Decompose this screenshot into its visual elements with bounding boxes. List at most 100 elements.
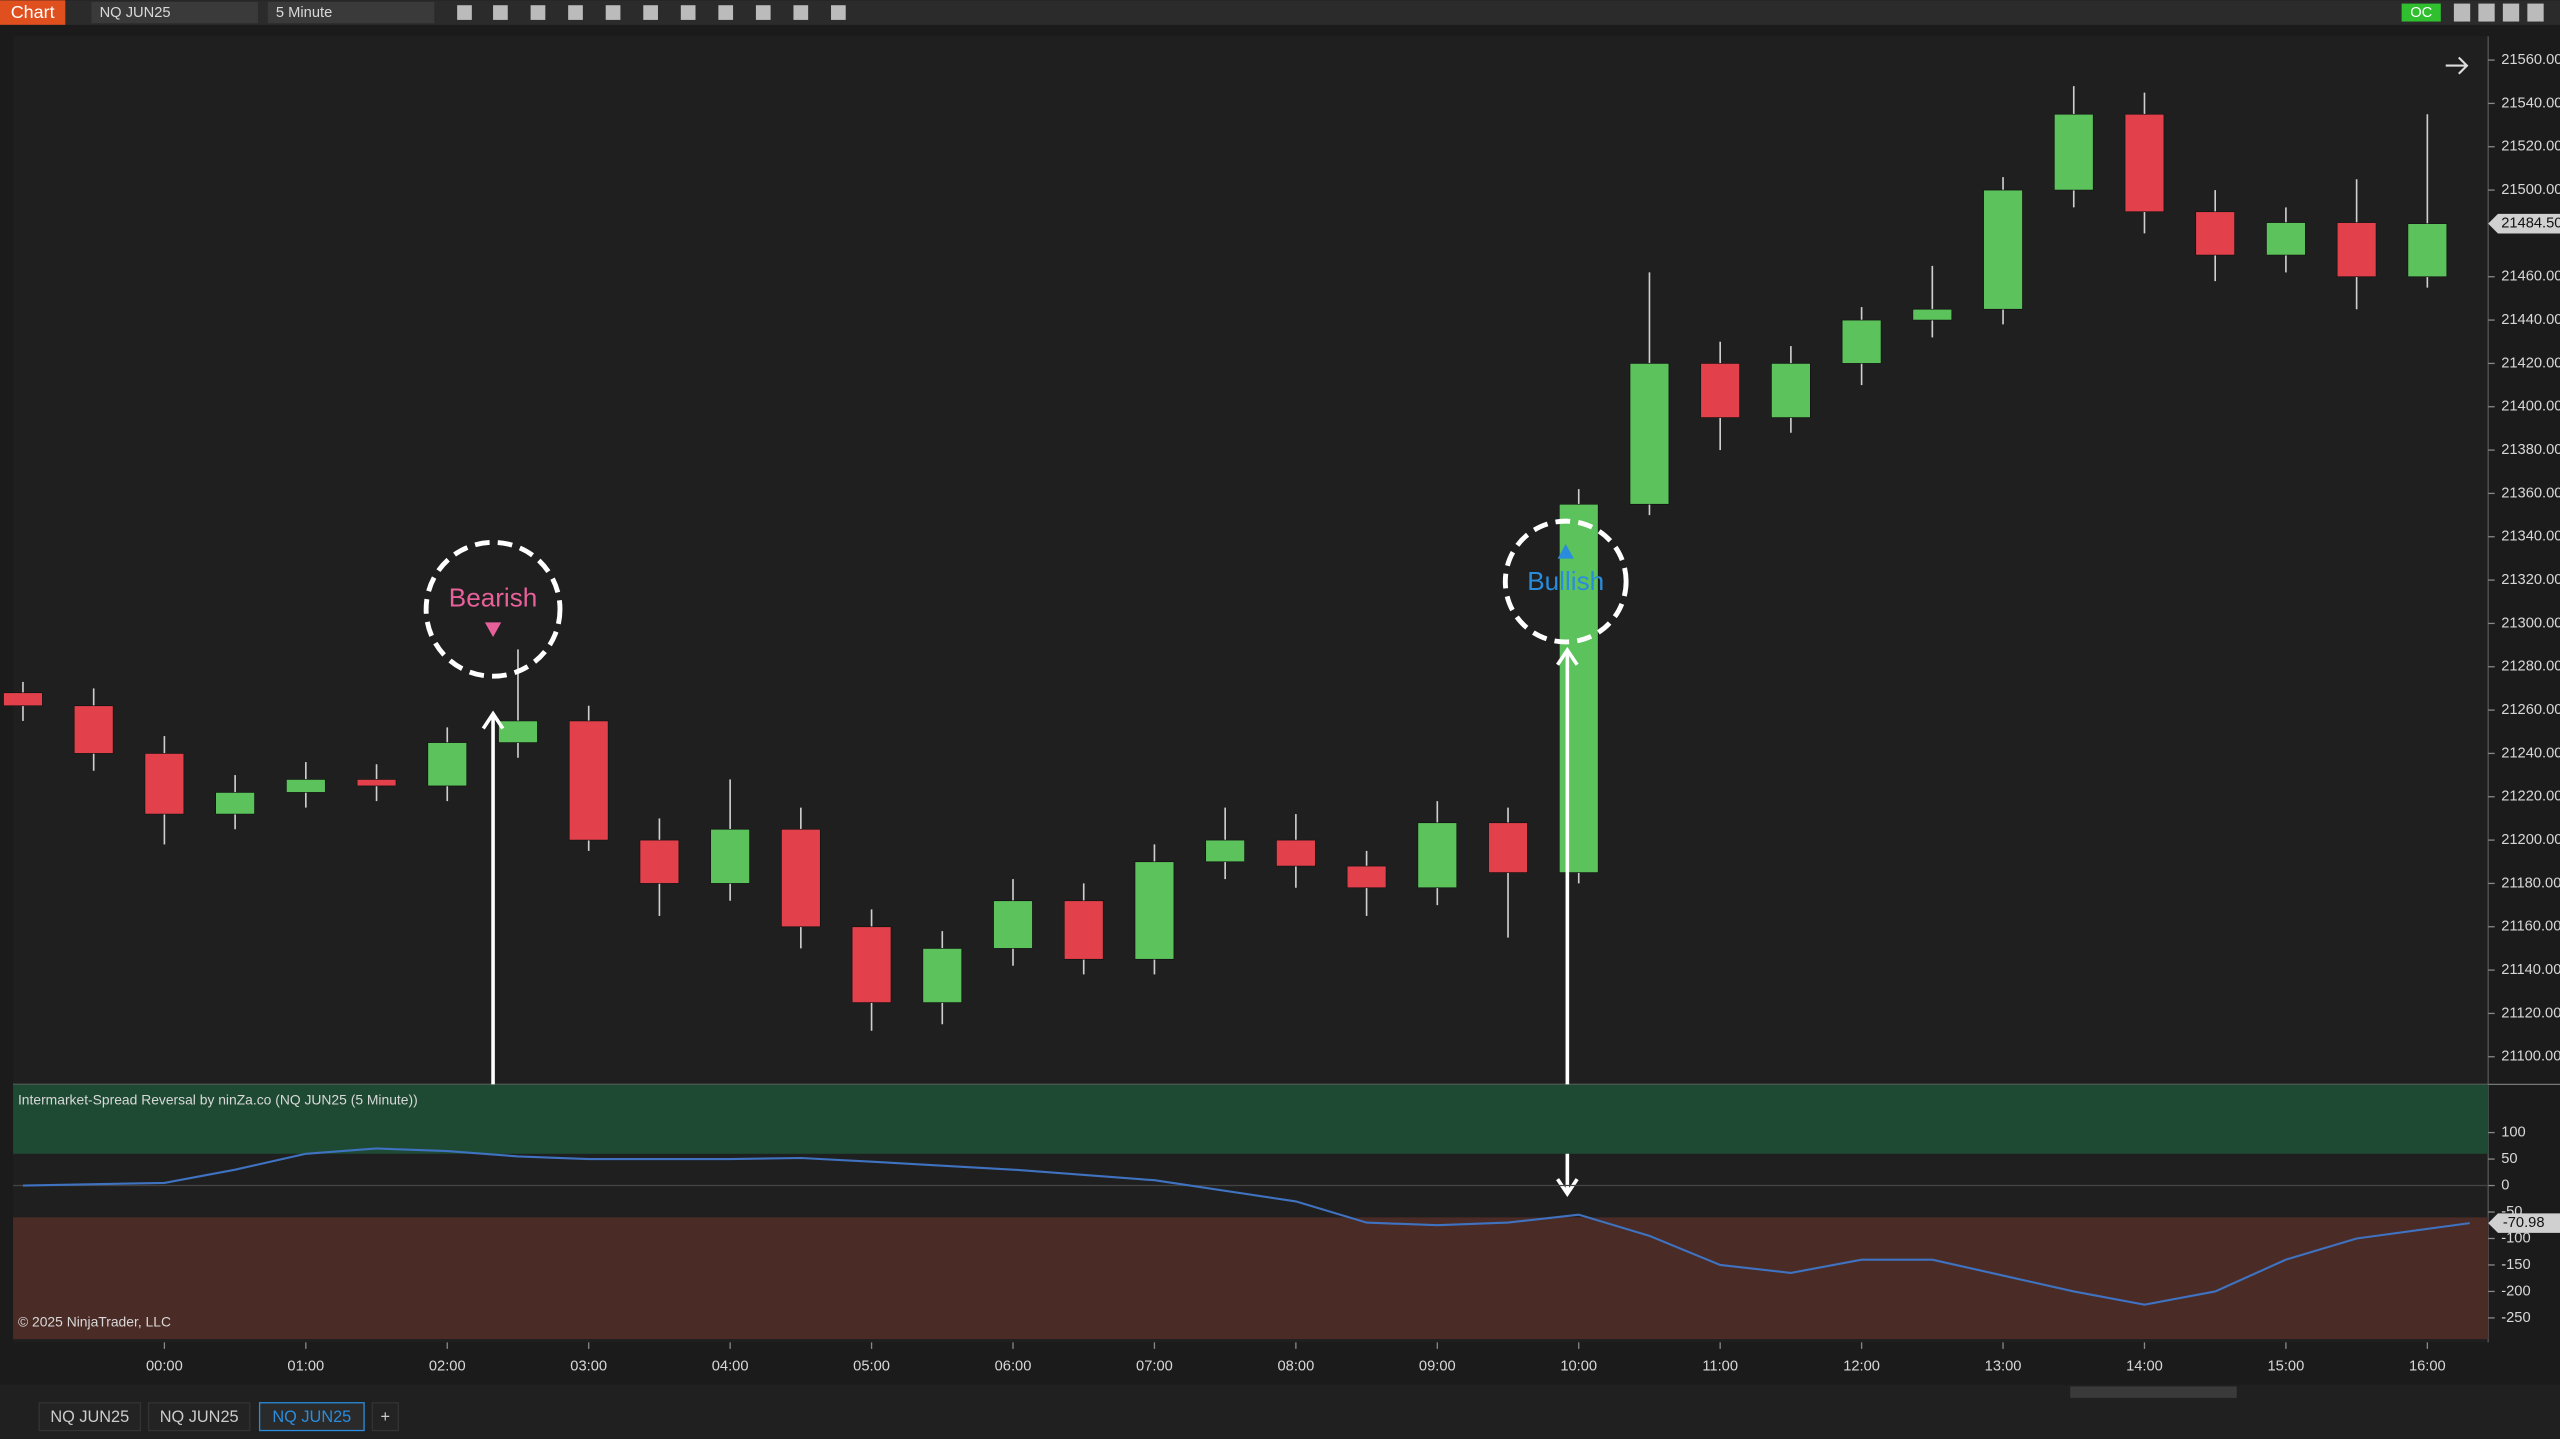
signal-label: Bearish [449, 582, 538, 612]
y-tick-label: -250 [2501, 1310, 2530, 1326]
x-tick-label: 01:00 [287, 1359, 324, 1375]
candle-body [2195, 211, 2235, 256]
candle-body [851, 926, 892, 1003]
x-tick-label: 14:00 [2126, 1359, 2163, 1375]
window-button[interactable] [2502, 3, 2520, 22]
x-tick-label: 15:00 [2268, 1359, 2305, 1375]
candle-body [710, 828, 750, 884]
window-button[interactable] [2478, 3, 2495, 22]
candle-body [73, 705, 114, 754]
x-tick-label: 13:00 [1985, 1359, 2022, 1375]
candle-body [781, 828, 821, 928]
x-tick-label: 04:00 [712, 1359, 749, 1375]
y-tick-label: 50 [2501, 1151, 2517, 1167]
x-tick-label: 09:00 [1419, 1359, 1456, 1375]
signal-marker [1557, 543, 1574, 559]
candle-body [2336, 222, 2377, 278]
candle-body [356, 779, 397, 787]
candle-body [3, 692, 43, 707]
tab-label: + [381, 1408, 391, 1426]
threshold-zone [13, 1217, 2489, 1340]
candle-body [993, 900, 1033, 949]
y-tick-label: 21340.00 [2501, 529, 2560, 545]
threshold-zone [13, 1084, 2489, 1154]
candle-body [1134, 861, 1175, 960]
tab[interactable] [371, 1402, 400, 1432]
app-label: Chart [11, 2, 55, 22]
candle-body [1841, 319, 1882, 364]
x-tick-label: 05:00 [853, 1359, 890, 1375]
tab[interactable] [258, 1402, 365, 1432]
y-tick-label: 21200.00 [2501, 832, 2560, 848]
candle-body [639, 839, 680, 884]
status-label: OC [2410, 5, 2432, 21]
tab[interactable] [147, 1402, 251, 1432]
candle-body [1063, 900, 1104, 960]
indicator-line [22, 1147, 2470, 1306]
candle-body [1346, 865, 1387, 889]
y-tick-label: 21500.00 [2501, 182, 2560, 198]
candle-body [1629, 363, 1670, 505]
y-tick-label: 100 [2501, 1124, 2526, 1140]
y-tick-label: -200 [2501, 1283, 2530, 1299]
y-tick-label: 21100.00 [2501, 1049, 2560, 1065]
toolbar-icons[interactable] [457, 5, 846, 20]
y-tick-label: -150 [2501, 1257, 2530, 1273]
candle-body [215, 792, 255, 815]
y-tick-label: 21120.00 [2501, 1005, 2560, 1021]
candle-body [498, 720, 538, 743]
tab-label: NQ JUN25 [160, 1408, 239, 1426]
x-tick-label: 07:00 [1136, 1359, 1173, 1375]
candle-body [1700, 363, 1740, 418]
scrollbar[interactable] [2070, 1386, 2237, 1398]
tab-label: NQ JUN25 [272, 1408, 351, 1426]
y-tick-label: 21400.00 [2501, 399, 2560, 415]
y-tick-label: 21320.00 [2501, 572, 2560, 588]
tab[interactable] [38, 1402, 142, 1432]
candle-body [1771, 363, 1811, 418]
value-marker-label: -70.98 [2503, 1215, 2545, 1231]
interval-select[interactable] [267, 1, 435, 24]
scroll-arrow[interactable] [2445, 56, 2469, 75]
y-tick-label: 21140.00 [2501, 962, 2560, 978]
y-tick-label: 21240.00 [2501, 745, 2560, 761]
y-tick-label: 21460.00 [2501, 269, 2560, 285]
candle-body [144, 753, 185, 815]
candle-body [1558, 503, 1599, 873]
window-button[interactable] [2453, 3, 2471, 22]
x-tick-label: 03:00 [570, 1359, 607, 1375]
y-tick-label: 21560.00 [2501, 52, 2560, 68]
y-tick-label: 21360.00 [2501, 485, 2560, 501]
signal-marker [484, 622, 502, 638]
y-tick-label: 21380.00 [2501, 442, 2560, 458]
y-tick-label: 21260.00 [2501, 702, 2560, 718]
signal-label: Bullish [1527, 566, 1604, 596]
candle-body [1276, 839, 1316, 867]
candle-body [286, 779, 326, 793]
y-tick-label: 21420.00 [2501, 355, 2560, 371]
x-tick-label: 16:00 [2409, 1359, 2446, 1375]
candle-body [1912, 308, 1953, 321]
copyright: © 2025 NinjaTrader, LLC [18, 1313, 171, 1329]
x-tick-label: 11:00 [1702, 1359, 1738, 1375]
candle-body [2407, 223, 2448, 278]
window-button[interactable] [2527, 3, 2544, 22]
y-tick-label: 21160.00 [2501, 919, 2560, 935]
candle-body [922, 948, 963, 1003]
y-tick-label: 21440.00 [2501, 312, 2560, 328]
y-tick-label: 21520.00 [2501, 139, 2560, 155]
instrument-select[interactable] [91, 1, 258, 24]
y-tick-label: 21220.00 [2501, 789, 2560, 805]
instrument-label: NQ JUN25 [100, 5, 171, 21]
y-tick-label: 21540.00 [2501, 95, 2560, 111]
interval-label: 5 Minute [276, 5, 332, 21]
highlight-circle [423, 539, 563, 679]
candle-body [1488, 822, 1528, 873]
x-tick-label: 00:00 [146, 1359, 183, 1375]
x-tick-label: 06:00 [995, 1359, 1032, 1375]
app-button[interactable] [0, 0, 66, 25]
candle-body [568, 720, 609, 841]
candle-body [2053, 113, 2094, 191]
